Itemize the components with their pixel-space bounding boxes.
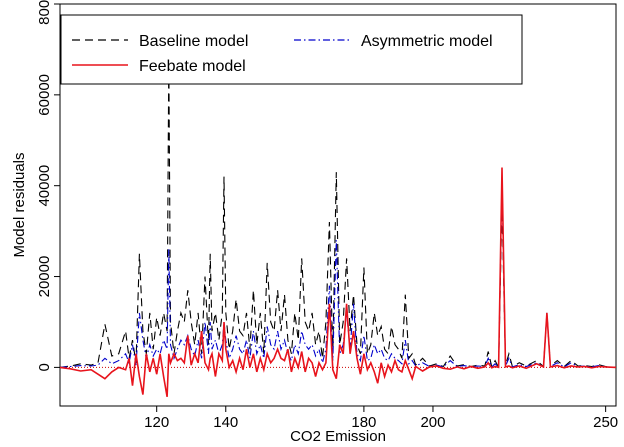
y-axis: 0 20000 40000 60000 80000	[36, 0, 60, 372]
x-axis-label: CO2 Emission	[290, 428, 386, 445]
x-tick-label: 250	[593, 414, 618, 431]
x-tick-label: 140	[213, 414, 238, 431]
y-tick-label: 0	[36, 363, 53, 371]
series-line-baseline-model	[59, 58, 617, 368]
x-axis: 120 140 180 200 250	[144, 406, 618, 431]
x-tick-label: 120	[144, 414, 169, 431]
y-axis-label: Model residuals	[11, 152, 28, 257]
series-line-feebate-model	[59, 167, 617, 398]
series-layer	[59, 58, 617, 398]
series-line-asymmetric-model	[59, 176, 617, 369]
legend-label-asymmetric: Asymmetric model	[361, 33, 493, 50]
legend-box	[60, 14, 523, 85]
y-tick-label: 40000	[36, 165, 53, 207]
x-tick-label: 200	[420, 414, 445, 431]
legend-label-feebate: Feebate model	[139, 58, 246, 75]
x-tick-label: 180	[351, 414, 376, 431]
legend-label-baseline: Baseline model	[139, 33, 248, 50]
legend: Baseline model Asymmetric model Feebate …	[60, 14, 523, 85]
y-tick-label: 60000	[36, 74, 53, 116]
y-tick-label: 80000	[36, 0, 53, 25]
plot-area	[59, 3, 617, 407]
y-tick-label: 20000	[36, 256, 53, 298]
